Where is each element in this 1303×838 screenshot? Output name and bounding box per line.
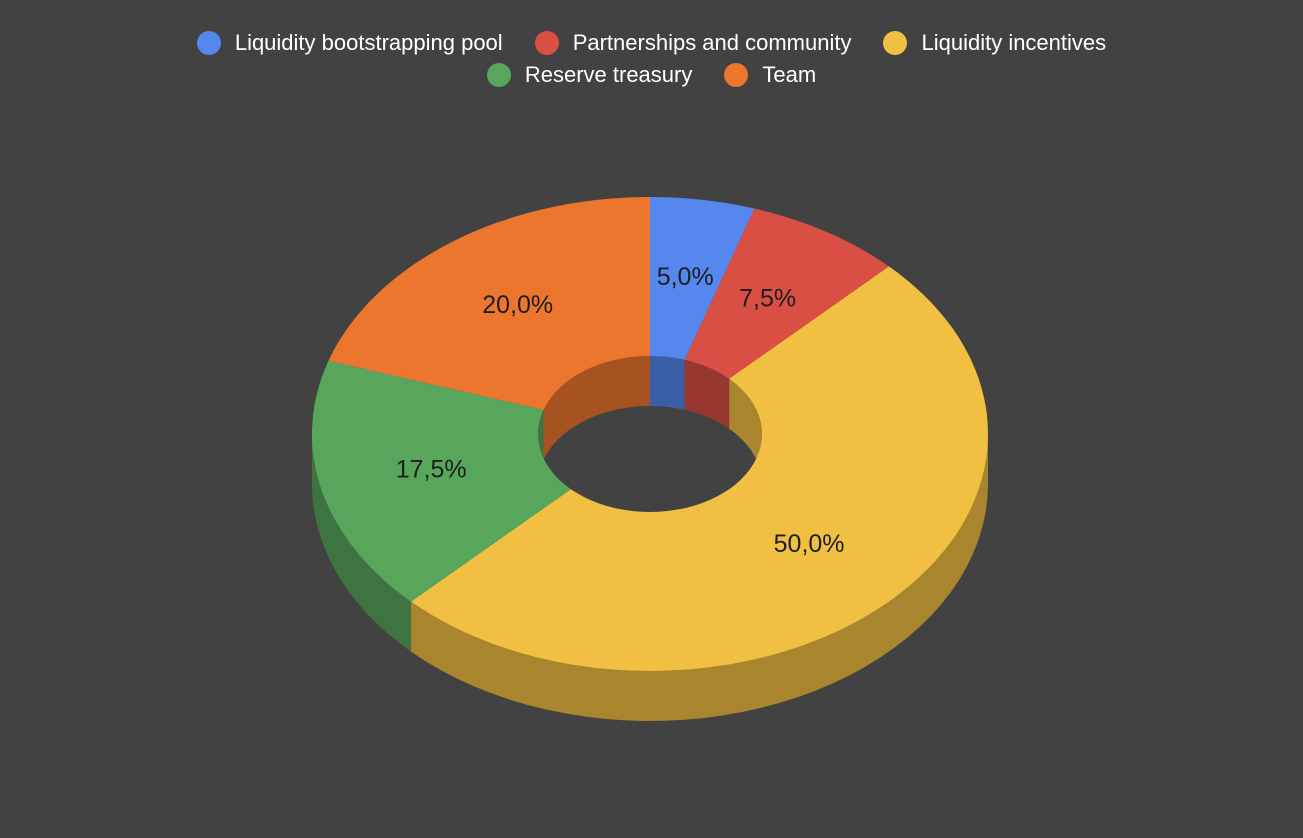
legend-row-1: Liquidity bootstrapping pool Partnership…	[196, 30, 1106, 56]
legend-item-team[interactable]: Team	[724, 62, 816, 88]
donut-side-walls	[312, 434, 988, 721]
slice-label-liquidity-bootstrapping-pool: 5,0%	[657, 263, 714, 291]
slice-inner-wall-team	[543, 356, 650, 460]
legend: Liquidity bootstrapping pool Partnership…	[0, 30, 1303, 88]
slice-labels: 5,0% 7,5% 50,0% 17,5% 20,0%	[396, 263, 845, 558]
slice-inner-wall-partnerships-and-community	[684, 359, 730, 429]
legend-label: Liquidity incentives	[921, 30, 1107, 55]
legend-swatch	[486, 63, 511, 87]
slice-label-reserve-treasury: 17,5%	[396, 455, 467, 483]
slice-inner-wall-liquidity-incentives	[729, 378, 762, 484]
slice-inner-wall-liquidity-bootstrapping-pool	[650, 356, 685, 410]
slice-partnerships-and-community[interactable]	[684, 208, 889, 379]
legend-item-partnerships-and-community[interactable]: Partnerships and community	[534, 30, 852, 56]
legend-label: Reserve treasury	[524, 62, 693, 87]
legend-swatch	[883, 31, 908, 55]
donut-inner-walls	[538, 356, 762, 484]
slice-label-liquidity-incentives: 50,0%	[774, 530, 845, 558]
slice-liquidity-incentives[interactable]	[411, 266, 988, 671]
legend-swatch	[724, 63, 749, 87]
legend-label: Liquidity bootstrapping pool	[234, 30, 503, 55]
legend-label: Team	[762, 62, 817, 87]
legend-item-reserve-treasury[interactable]: Reserve treasury	[486, 62, 693, 88]
slice-side-reserve-treasury	[312, 434, 411, 652]
legend-row-2: Reserve treasury Team	[486, 62, 816, 88]
legend-swatch	[196, 31, 221, 55]
donut-slices	[312, 197, 988, 671]
slice-team[interactable]	[328, 197, 651, 410]
legend-item-liquidity-incentives[interactable]: Liquidity incentives	[883, 30, 1106, 56]
slice-liquidity-bootstrapping-pool[interactable]	[650, 197, 755, 360]
slice-side-liquidity-incentives	[411, 434, 988, 721]
legend-item-liquidity-bootstrapping-pool[interactable]: Liquidity bootstrapping pool	[196, 30, 503, 56]
slice-label-partnerships-and-community: 7,5%	[739, 284, 796, 312]
slice-reserve-treasury[interactable]	[312, 360, 571, 602]
slice-label-team: 20,0%	[482, 291, 553, 319]
legend-label: Partnerships and community	[572, 30, 852, 55]
legend-swatch	[534, 31, 559, 55]
